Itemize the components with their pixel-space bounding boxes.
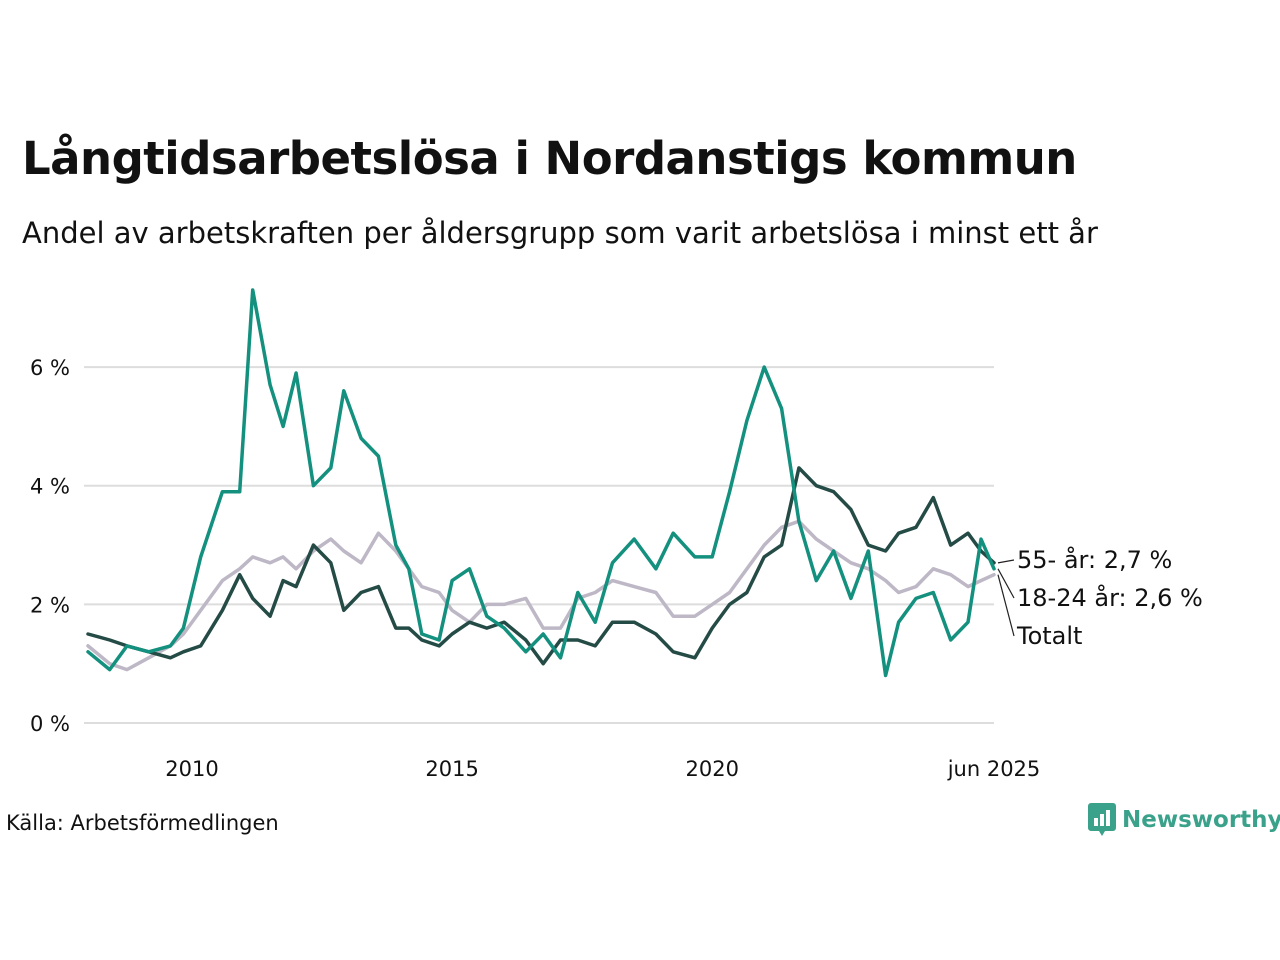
newsworthy-logo-icon [1088, 803, 1116, 836]
brand-logo: Newsworthy [1088, 803, 1280, 837]
y-axis-tick-labels: 0 % 2 % 4 % 6 % [30, 356, 70, 736]
series-end-label: 18-24 år: 2,6 % [1017, 583, 1203, 612]
label-leader-line [997, 559, 1015, 564]
y-tick-label: 4 % [30, 475, 70, 499]
y-tick-label: 6 % [30, 356, 70, 380]
x-tick-label: 2010 [165, 757, 218, 781]
x-tick-label: jun 2025 [947, 757, 1041, 781]
label-leader-line [997, 574, 1015, 637]
x-tick-label: 2015 [425, 757, 478, 781]
series-line [86, 519, 996, 672]
y-tick-label: 0 % [30, 712, 70, 736]
chart-title: Långtidsarbetslösa i Nordanstigs kommun [22, 132, 1077, 185]
end-labels: 55- år: 2,7 % 18-24 år: 2,6 % Totalt [997, 545, 1203, 650]
source-note: Källa: Arbetsförmedlingen [6, 811, 279, 835]
series-lines [86, 288, 996, 678]
series-line [86, 288, 996, 678]
x-tick-label: 2020 [686, 757, 739, 781]
gridlines [84, 366, 994, 724]
series-end-label: Totalt [1016, 622, 1082, 650]
chart-subtitle: Andel av arbetskraften per åldersgrupp s… [22, 216, 1098, 250]
series-end-label: 55- år: 2,7 % [1017, 545, 1172, 574]
x-axis-tick-labels: 2010 2015 2020 jun 2025 [165, 757, 1040, 781]
y-tick-label: 2 % [30, 593, 70, 617]
series-line [86, 466, 996, 666]
brand-name: Newsworthy [1122, 807, 1280, 833]
label-leader-line [997, 568, 1015, 599]
